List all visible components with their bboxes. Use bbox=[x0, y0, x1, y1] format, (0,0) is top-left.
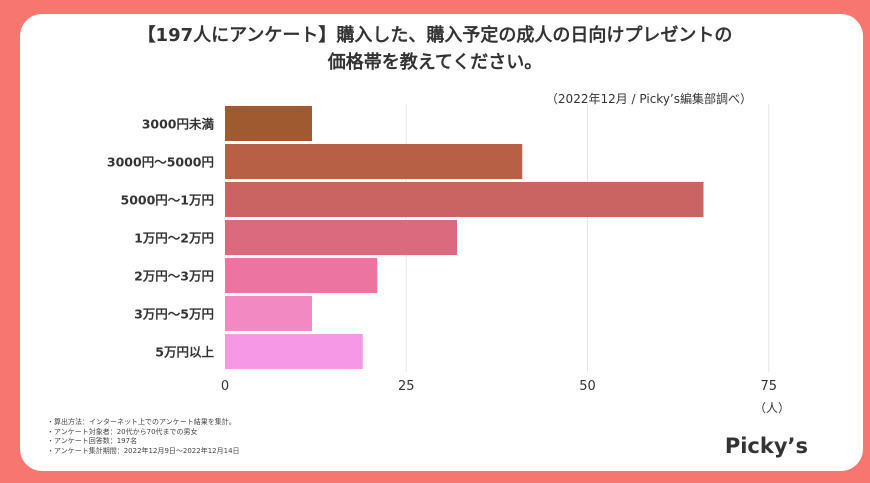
bar bbox=[225, 182, 704, 217]
title-line-2: 価格帯を教えてください。 bbox=[327, 52, 543, 73]
category-label: 3000円未満 bbox=[142, 117, 215, 132]
category-label: 5000円〜1万円 bbox=[121, 193, 215, 208]
category-label: 1万円〜2万円 bbox=[134, 231, 214, 246]
note: ・アンケート回答数：197名 bbox=[47, 437, 138, 445]
category-label: 3000円〜5000円 bbox=[107, 155, 214, 170]
bar bbox=[225, 220, 457, 255]
bar bbox=[225, 334, 363, 369]
note: ・算出方法：インターネット上でのアンケート結果を集計。 bbox=[47, 418, 236, 426]
x-axis-unit: （人） bbox=[754, 401, 790, 415]
category-label: 2万円〜3万円 bbox=[134, 269, 214, 284]
survey-notes: ・算出方法：インターネット上でのアンケート結果を集計。 ・アンケート対象者：20… bbox=[47, 418, 240, 456]
x-tick-label: 25 bbox=[398, 379, 415, 394]
x-tick-label: 0 bbox=[221, 379, 229, 394]
bar bbox=[225, 258, 378, 293]
bar bbox=[225, 296, 312, 331]
chart-title: 【197人にアンケート】購入した、購入予定の成人の日向けプレゼントの 価格帯を教… bbox=[0, 22, 870, 76]
note: ・アンケート集計期間：2022年12月9日〜2022年12月14日 bbox=[47, 446, 240, 455]
x-tick-label: 75 bbox=[760, 379, 777, 394]
bar bbox=[225, 144, 523, 179]
bar bbox=[225, 106, 312, 141]
category-label: 5万円以上 bbox=[155, 345, 214, 360]
title-line-1: 【197人にアンケート】購入した、購入予定の成人の日向けプレゼントの bbox=[137, 25, 733, 46]
source-note: （2022年12月 / Picky’s編集部調べ） bbox=[545, 92, 752, 106]
x-tick-label: 50 bbox=[579, 379, 596, 394]
category-label: 3万円〜5万円 bbox=[134, 307, 214, 322]
picky-logo: Picky’s bbox=[724, 434, 808, 458]
note: ・アンケート対象者：20代から70代までの男女 bbox=[47, 427, 198, 436]
